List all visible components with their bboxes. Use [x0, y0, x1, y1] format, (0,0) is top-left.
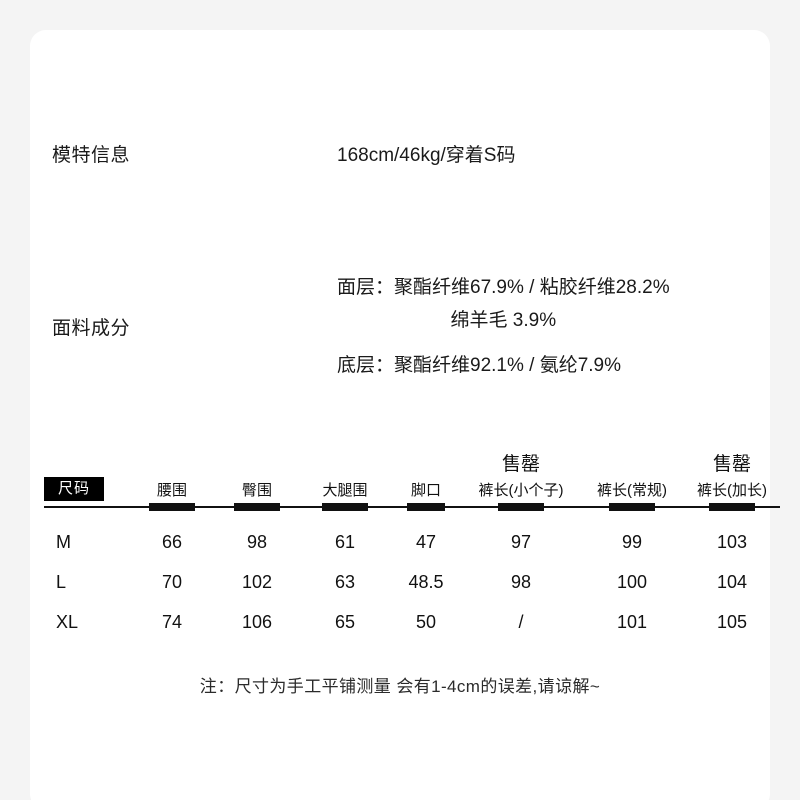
cell-length-regular: 99 [621, 531, 643, 552]
cell-leg-opening: 47 [415, 531, 437, 552]
rule-segment-length-short [462, 503, 580, 512]
cell-waist: 66 [161, 531, 183, 552]
table-rule-spacer [44, 512, 768, 522]
column-header-waist: 腰围 [156, 481, 187, 499]
size-header-badge: 尺码 [44, 476, 105, 502]
fabric-composition-values: 面层：聚酯纤维67.9% / 粘胶纤维28.2% 绵羊毛 3.9% 底层：聚酯纤… [337, 278, 670, 375]
cell-length-long: 105 [716, 611, 748, 632]
cell-length-short: / [518, 611, 524, 632]
cell-hip: 102 [241, 571, 273, 592]
cell-size: XL [56, 611, 79, 632]
sold-out-cell-6 [580, 440, 684, 475]
table-row: L 70 102 63 48.5 98 100 104 [44, 562, 768, 602]
rule-segment-hip [214, 503, 300, 512]
rule-segment-length-long [684, 503, 780, 512]
fabric-base-layer: 底层：聚酯纤维92.1% / 氨纶7.9% [337, 355, 622, 376]
column-header-size: 尺码 [44, 475, 130, 503]
rule-segment-length-regular [580, 503, 684, 512]
cell-thigh: 61 [334, 531, 356, 552]
model-info-value: 168cm/46kg/穿着S码 [337, 145, 516, 166]
measurement-disclaimer: 注：尺寸为手工平铺测量 会有1-4cm的误差,请谅解~ [199, 677, 601, 696]
rule-segment-leg-opening [390, 503, 462, 512]
sold-out-cell-1 [130, 440, 214, 475]
sold-out-cell-4 [390, 440, 462, 475]
cell-waist: 74 [161, 611, 183, 632]
column-header-thigh: 大腿围 [322, 481, 368, 499]
fabric-composition-row: 面料成分 面层：聚酯纤维67.9% / 粘胶纤维28.2% 绵羊毛 3.9% 底… [52, 278, 762, 375]
cell-waist: 70 [161, 571, 183, 592]
fabric-wool: 绵羊毛 3.9% [450, 310, 557, 331]
column-header-hip: 臀围 [241, 481, 272, 499]
column-header-length-long: 裤长(加长) [697, 481, 767, 499]
cell-size: L [56, 571, 67, 592]
column-header-length-short: 裤长(小个子) [478, 481, 564, 499]
size-chart-table: 售罄 售罄 尺码 腰围 臀围 大腿围 脚口 裤长(小个子) 裤长(常规) 裤长(… [44, 440, 780, 642]
rule-segment-thigh [300, 503, 390, 512]
fabric-composition-label: 面料成分 [52, 318, 131, 339]
cell-size: M [56, 531, 71, 552]
cell-hip: 98 [246, 531, 268, 552]
table-header-row: 尺码 腰围 臀围 大腿围 脚口 裤长(小个子) 裤长(常规) 裤长(加长) [44, 475, 768, 503]
cell-length-long: 104 [716, 571, 748, 592]
table-row: XL 74 106 65 50 / 101 105 [44, 602, 768, 642]
cell-length-long: 103 [716, 531, 748, 552]
sold-out-row: 售罄 售罄 [44, 440, 768, 475]
cell-length-regular: 101 [616, 611, 648, 632]
cell-length-regular: 100 [616, 571, 648, 592]
cell-thigh: 63 [334, 571, 356, 592]
table-row: M 66 98 61 47 97 99 103 [44, 522, 768, 562]
sold-out-cell-3 [300, 440, 390, 475]
cell-leg-opening: 48.5 [408, 571, 444, 592]
sold-out-cell-0 [44, 440, 130, 475]
column-header-leg-opening: 脚口 [410, 481, 441, 499]
rule-segment-waist [130, 503, 214, 512]
content-card [30, 30, 770, 800]
cell-leg-opening: 50 [415, 611, 437, 632]
cell-thigh: 65 [334, 611, 356, 632]
sold-out-cell-2 [214, 440, 300, 475]
model-info-label: 模特信息 [52, 145, 131, 166]
rule-segment-size [44, 503, 130, 512]
model-info-row: 模特信息 168cm/46kg/穿着S码 [52, 140, 752, 167]
cell-length-short: 98 [510, 571, 532, 592]
fabric-face-layer: 面层：聚酯纤维67.9% / 粘胶纤维28.2% [337, 277, 670, 298]
column-header-length-regular: 裤长(常规) [597, 481, 667, 499]
cell-length-short: 97 [510, 531, 532, 552]
table-header-rule [44, 503, 780, 512]
sold-out-badge-pants-long: 售罄 [712, 454, 751, 475]
cell-hip: 106 [241, 611, 273, 632]
sold-out-badge-pants-short: 售罄 [501, 454, 540, 475]
